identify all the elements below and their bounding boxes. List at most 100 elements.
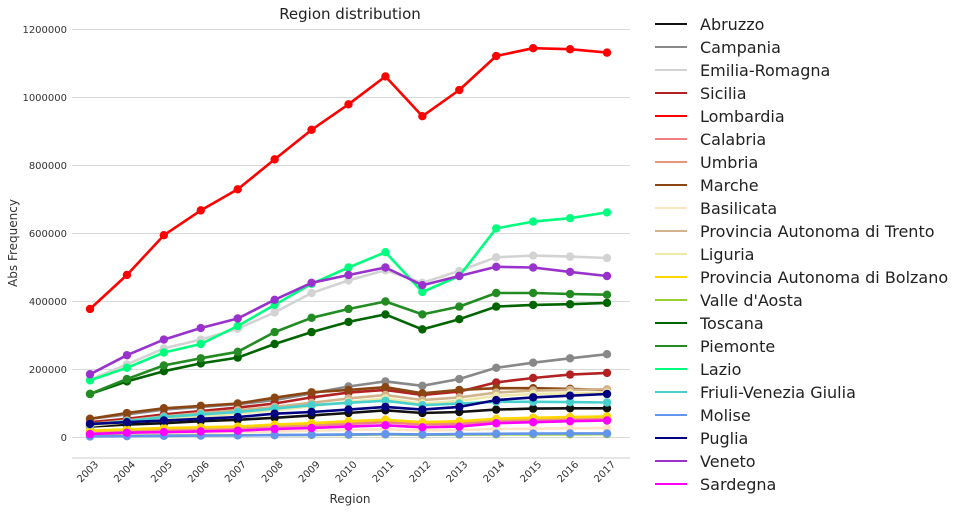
data-point	[381, 377, 390, 386]
data-point	[565, 354, 575, 363]
data-point	[528, 263, 538, 272]
data-point	[492, 395, 501, 405]
data-point	[602, 416, 612, 425]
data-point	[565, 404, 575, 413]
data-point	[344, 430, 353, 439]
series-line	[89, 211, 608, 382]
data-point	[159, 367, 169, 376]
data-point	[233, 347, 242, 357]
data-point	[602, 298, 612, 308]
data-point	[602, 350, 612, 359]
data-point	[565, 416, 575, 426]
data-point	[122, 418, 132, 427]
data-point	[159, 335, 169, 344]
x-tick-label: 2016	[555, 459, 581, 485]
data-point	[455, 314, 464, 324]
data-point	[381, 297, 390, 306]
y-tick-label: 1200000	[22, 25, 67, 36]
series-veneto	[85, 262, 612, 379]
data-point	[565, 370, 575, 379]
data-point	[602, 368, 612, 378]
data-point	[344, 317, 353, 327]
data-point	[307, 401, 316, 410]
y-tick-label: 200000	[29, 365, 67, 376]
legend-label: Toscana	[699, 314, 764, 333]
legend-label: Abruzzo	[700, 15, 764, 34]
data-point	[196, 427, 205, 436]
x-tick-label: 2003	[75, 459, 101, 485]
data-point	[270, 295, 279, 304]
data-point	[85, 376, 95, 385]
data-point	[381, 429, 390, 439]
data-point	[418, 310, 427, 319]
data-point	[159, 348, 169, 357]
data-point	[307, 278, 316, 287]
series-piemonte	[85, 288, 612, 399]
data-point	[196, 206, 205, 215]
data-point	[418, 430, 427, 439]
data-point	[418, 423, 427, 432]
data-point	[122, 270, 132, 280]
x-tick-label: 2008	[260, 459, 286, 485]
legend-label: Liguria	[700, 245, 754, 264]
data-point	[196, 339, 205, 349]
legend-label: Sardegna	[700, 475, 776, 494]
y-axis-label: Abs Frequency	[6, 199, 20, 287]
data-point	[85, 429, 95, 439]
data-point	[418, 112, 427, 121]
legend-label: Molise	[700, 406, 751, 425]
data-point	[307, 327, 316, 337]
data-point	[85, 419, 95, 429]
data-point	[455, 271, 464, 281]
data-point	[344, 405, 353, 414]
data-point	[492, 262, 501, 272]
x-tick-label: 2014	[482, 459, 508, 485]
data-point	[492, 429, 501, 438]
data-point	[455, 402, 464, 412]
data-point	[492, 419, 501, 428]
data-point	[270, 308, 279, 317]
data-point	[270, 430, 279, 440]
x-tick-label: 2015	[518, 459, 544, 485]
data-point	[307, 313, 316, 323]
legend-label: Lombardia	[700, 107, 785, 126]
y-tick-label: 400000	[29, 297, 67, 308]
data-point	[492, 51, 501, 61]
data-point	[159, 361, 169, 370]
data-point	[233, 412, 242, 422]
data-point	[418, 325, 427, 334]
data-point	[122, 408, 132, 418]
data-point	[492, 302, 501, 311]
data-point	[528, 217, 538, 226]
x-tick-label: 2017	[592, 459, 618, 485]
data-point	[381, 382, 390, 392]
data-point	[381, 421, 390, 430]
series-sardegna	[85, 416, 612, 439]
data-point	[122, 351, 132, 360]
legend-label: Basilicata	[700, 199, 777, 218]
series-lazio	[85, 208, 612, 385]
legend-label: Veneto	[700, 452, 756, 471]
data-point	[528, 418, 538, 427]
y-tick-label: 800000	[29, 161, 67, 172]
data-point	[528, 373, 538, 383]
data-point	[233, 185, 242, 194]
data-point	[122, 374, 132, 384]
data-point	[565, 45, 575, 54]
data-point	[233, 314, 242, 323]
y-tick-label: 600000	[29, 229, 67, 240]
data-point	[233, 399, 242, 408]
data-point	[270, 424, 279, 434]
legend-label: Lazio	[700, 360, 741, 379]
data-point	[418, 287, 427, 297]
data-point	[381, 72, 390, 81]
data-point	[344, 263, 353, 272]
legend-label: Campania	[700, 38, 781, 57]
data-point	[159, 416, 169, 425]
data-point	[233, 426, 242, 435]
data-point	[565, 391, 575, 400]
data-point	[159, 427, 169, 437]
data-point	[381, 402, 390, 412]
legend-label: Umbria	[700, 153, 758, 172]
